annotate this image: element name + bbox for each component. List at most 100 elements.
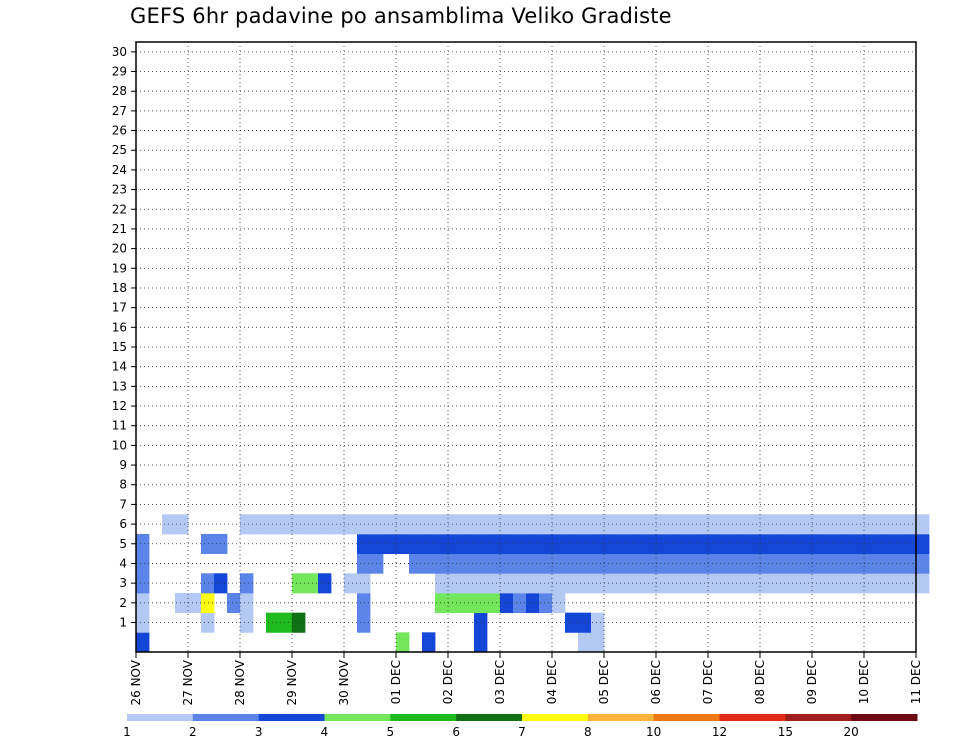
heatmap-cell (695, 553, 709, 574)
chart-title: GEFS 6hr padavine po ansamblima Veliko G… (130, 4, 672, 28)
y-tick-label: 15 (112, 340, 127, 354)
heatmap-cell (565, 533, 579, 555)
heatmap-cell (240, 573, 254, 594)
heatmap-cell (773, 553, 787, 574)
heatmap-cell (565, 553, 579, 574)
heatmap-cell (877, 533, 891, 555)
x-tick-label: 05 DEC (597, 660, 611, 704)
heatmap-cell (240, 592, 254, 614)
heatmap-cell (721, 573, 735, 594)
y-tick-label: 30 (112, 45, 127, 59)
heatmap-cell (760, 553, 774, 574)
heatmap-cell (708, 573, 722, 594)
heatmap-cell (201, 592, 215, 614)
x-tick-label: 04 DEC (545, 660, 559, 704)
heatmap-cell (812, 514, 826, 535)
heatmap-cell (864, 514, 878, 535)
y-tick-label: 25 (112, 143, 127, 157)
heatmap-cell (695, 533, 709, 555)
heatmap-cell (747, 553, 761, 574)
colorbar-label: 12 (712, 725, 727, 739)
heatmap-cell (201, 612, 215, 633)
heatmap-cell (578, 632, 592, 653)
heatmap-cell (357, 612, 371, 633)
colorbar-label: 3 (255, 725, 263, 739)
heatmap-cell (916, 553, 930, 574)
x-tick-label: 07 DEC (701, 660, 715, 704)
colorbar-label: 15 (778, 725, 793, 739)
colorbar-label: 7 (518, 725, 526, 739)
heatmap-cell (903, 514, 917, 535)
colorbar-swatch (587, 714, 655, 721)
heatmap-cell (721, 553, 735, 574)
x-axis: 26 NOV 27 NOV 28 NOV 29 NOV 30 NOV 01 DEC 02 D… (129, 652, 923, 706)
heatmap-cell (552, 514, 566, 535)
heatmap-cell (916, 573, 930, 594)
heatmap-cell (591, 553, 605, 574)
colorbar-swatch (324, 714, 391, 721)
y-tick-label: 9 (119, 458, 127, 472)
heatmap-cell (435, 592, 449, 614)
y-tick-label: 11 (112, 419, 127, 433)
heatmap-cell (760, 573, 774, 594)
y-tick-label: 28 (112, 84, 127, 98)
y-tick-label: 20 (112, 242, 127, 256)
heatmap-cell (565, 514, 579, 535)
heatmap-cell (851, 573, 865, 594)
grid-layer (136, 42, 916, 652)
y-tick-label: 12 (112, 399, 127, 413)
heatmap-cell (474, 632, 488, 653)
heatmap-cell (864, 573, 878, 594)
heatmap-cell (643, 553, 657, 574)
heatmap-cell (773, 533, 787, 555)
heatmap-cell (448, 514, 462, 535)
heatmap-cell (825, 573, 839, 594)
heatmap-cell (500, 573, 514, 594)
heatmap-cell (396, 632, 410, 653)
heatmap-cell (747, 514, 761, 535)
heatmap-cell (812, 533, 826, 555)
colorbar-swatch (719, 714, 786, 721)
heatmap-cell (396, 514, 410, 535)
heatmap-cell (591, 514, 605, 535)
heatmap-cell (487, 592, 501, 614)
y-tick-label: 13 (112, 379, 127, 393)
y-tick-label: 5 (119, 537, 127, 551)
heatmap-cell (877, 514, 891, 535)
x-tick-label: 29 NOV (285, 659, 299, 705)
heatmap-cell (708, 553, 722, 574)
heatmap-cell (461, 514, 475, 535)
heatmap-cell (500, 533, 514, 555)
heatmap-cell (539, 573, 553, 594)
heatmap-cell (903, 573, 917, 594)
colorbar-swatch (522, 714, 589, 721)
heatmap-cell (669, 573, 683, 594)
y-tick-label: 23 (112, 183, 127, 197)
y-tick-label: 16 (112, 320, 127, 334)
heatmap-cell (552, 573, 566, 594)
x-tick-label: 26 NOV (129, 659, 143, 705)
heatmap-cell (825, 533, 839, 555)
heatmap-cell (175, 592, 189, 614)
x-tick-label: 08 DEC (753, 660, 767, 704)
heatmap-cell (448, 592, 462, 614)
heatmap-cell (721, 514, 735, 535)
heatmap-cell (227, 592, 241, 614)
heatmap-cell (344, 573, 358, 594)
heatmap-cell (864, 553, 878, 574)
colorbar-swatch (851, 714, 918, 721)
heatmap-cell (357, 553, 371, 574)
heatmap-cell (617, 533, 631, 555)
heatmap-cell (591, 573, 605, 594)
heatmap-cell (669, 533, 683, 555)
heatmap-cell (253, 514, 267, 535)
heatmap-cell (877, 553, 891, 574)
colorbar-label: 2 (189, 725, 197, 739)
heatmap-cell (422, 632, 436, 653)
heatmap-cell (175, 514, 189, 535)
heatmap-cell (292, 514, 306, 535)
heatmap-cell (773, 573, 787, 594)
heatmap-cell (656, 573, 670, 594)
heatmap-cell (812, 553, 826, 574)
